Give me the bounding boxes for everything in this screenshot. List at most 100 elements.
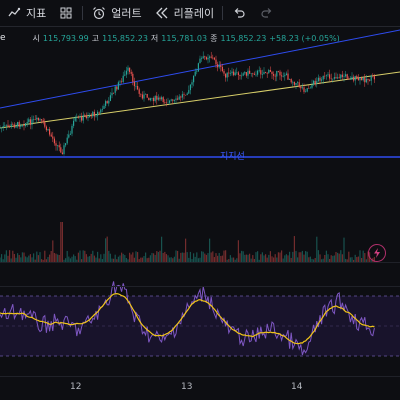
volume-bar — [93, 255, 95, 262]
replay-button[interactable]: 리플레이 — [148, 0, 220, 26]
candle-body — [343, 76, 345, 77]
volume-bar — [7, 255, 9, 262]
volume-bar — [225, 250, 227, 262]
volume-bar — [23, 252, 25, 262]
candle-body — [137, 85, 139, 90]
candle-body — [89, 115, 91, 118]
volume-bar — [164, 251, 166, 262]
pane-divider[interactable] — [0, 286, 400, 287]
volume-bar — [130, 254, 132, 262]
high-label: 고 — [91, 33, 100, 43]
candle-body — [45, 126, 47, 131]
volume-bar — [356, 257, 358, 262]
upper-trend-line[interactable] — [0, 29, 400, 109]
volume-bar — [73, 254, 75, 262]
volume-bar — [340, 250, 342, 262]
undo-button[interactable] — [225, 0, 253, 26]
volume-bar — [159, 250, 161, 262]
candle-body — [17, 122, 19, 127]
candle-body — [345, 74, 347, 77]
volume-bar — [17, 253, 19, 262]
volume-bar — [12, 250, 14, 262]
layout-grid-button[interactable] — [52, 0, 80, 26]
indicators-button[interactable]: 지표 — [0, 0, 52, 26]
candle-body — [25, 123, 27, 127]
candle-body — [13, 124, 15, 128]
volume-bar — [57, 254, 59, 262]
lightning-icon[interactable] — [368, 244, 386, 262]
volume-bar — [82, 250, 84, 262]
volume-bar — [143, 256, 145, 262]
volume-bar — [327, 254, 329, 262]
yellow-trend-line[interactable] — [0, 71, 400, 129]
candle-body — [127, 67, 129, 71]
candle-body — [60, 147, 62, 153]
volume-bar — [149, 255, 151, 262]
symbol-name[interactable]: e — [0, 33, 6, 43]
candle-body — [31, 119, 33, 125]
volume-bar — [37, 255, 39, 262]
volume-bar — [44, 250, 46, 262]
candle-body — [175, 98, 177, 100]
candle-body — [132, 73, 134, 82]
candle-body — [225, 73, 227, 78]
volume-bar — [237, 240, 239, 262]
candle-body — [53, 138, 55, 144]
candle-body — [66, 137, 68, 144]
volume-bar — [116, 259, 118, 262]
volume-bar — [167, 255, 169, 262]
volume-bar — [258, 259, 260, 262]
volume-bar — [271, 256, 273, 262]
volume-bar — [234, 259, 236, 262]
alert-button[interactable]: 얼러트 — [85, 0, 147, 26]
candlestick-series — [0, 51, 375, 156]
redo-button[interactable] — [253, 0, 281, 26]
candle-body — [197, 63, 199, 72]
candle-body — [365, 79, 367, 83]
volume-bar — [97, 251, 99, 262]
candle-body — [170, 99, 172, 101]
candle-body — [309, 87, 311, 89]
volume-bar — [84, 250, 86, 262]
volume-bar — [255, 252, 257, 262]
candle-body — [73, 120, 75, 126]
volume-bar — [292, 251, 294, 262]
candle-body — [9, 126, 11, 128]
candle-body — [319, 77, 321, 81]
candle-body — [287, 73, 289, 80]
candle-body — [55, 143, 57, 146]
volume-bar — [175, 250, 177, 262]
candle-body — [143, 94, 145, 99]
volume-bar — [303, 254, 305, 262]
candle-body — [271, 71, 273, 75]
candle-body — [295, 83, 297, 85]
alert-label: 얼러트 — [111, 7, 142, 20]
candle-body — [233, 71, 235, 76]
volume-bar — [39, 252, 41, 262]
candle-body — [201, 58, 203, 59]
pane-divider[interactable] — [0, 262, 400, 263]
candle-body — [165, 102, 167, 104]
candle-body — [193, 75, 195, 83]
candle-body — [100, 109, 102, 113]
volume-bar — [306, 251, 308, 262]
candle-body — [41, 119, 43, 121]
top-toolbar: 지표 얼러트 리플레이 — [0, 0, 400, 27]
volume-bar — [10, 258, 12, 262]
candle-body — [205, 57, 207, 60]
volume-bar — [205, 254, 207, 262]
candle-body — [169, 100, 171, 103]
candle-body — [373, 76, 375, 80]
candle-body — [277, 70, 279, 72]
candle-body — [258, 70, 260, 71]
volume-bar — [68, 256, 70, 262]
candle-body — [153, 97, 155, 102]
candle-body — [213, 57, 215, 60]
volume-bar — [71, 256, 73, 262]
volume-bar — [100, 254, 102, 262]
volume-bar — [4, 254, 6, 262]
volume-bar — [279, 252, 281, 262]
volume-bar — [293, 236, 295, 262]
volume-bar — [178, 258, 180, 262]
